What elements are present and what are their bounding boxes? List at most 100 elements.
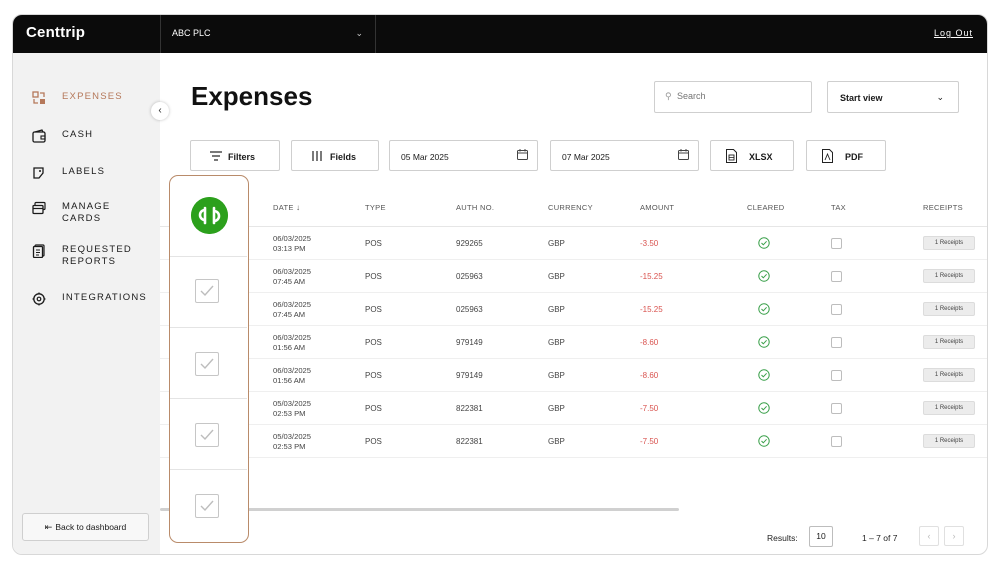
sidebar: EXPENSES CASH LABELS MANAGE — [13, 53, 160, 554]
row-amount: -15.25 — [640, 305, 663, 314]
cleared-check-icon — [758, 402, 770, 414]
row-currency: GBP — [548, 371, 565, 380]
start-view-label: Start view — [840, 93, 883, 103]
tax-checkbox[interactable] — [831, 403, 842, 414]
row-date-value: 06/03/2025 — [273, 300, 312, 309]
column-header-receipts[interactable]: RECEIPTS — [923, 203, 963, 212]
start-view-select[interactable]: Start view ⌄ — [827, 81, 959, 113]
sidebar-item-label: LABELS — [62, 166, 106, 177]
table-row[interactable]: 06/03/2025 03:13 PM POS 929265 GBP -3.50 1 Rec… — [160, 227, 987, 260]
row-date-value: 06/03/2025 — [273, 267, 312, 276]
table-row[interactable]: 06/03/2025 07:45 AM POS 025963 GBP -15.25 1 Re… — [160, 260, 987, 293]
tax-checkbox[interactable] — [831, 337, 842, 348]
column-header-date-label: DATE — [273, 203, 294, 212]
arrow-down-icon: ↓ — [296, 203, 301, 212]
tax-checkbox[interactable] — [831, 238, 842, 249]
back-to-dashboard-button[interactable]: ⇤ Back to dashboard — [22, 513, 149, 541]
table-row[interactable]: 06/03/2025 07:45 AM POS 025963 GBP -15.25 1 Re… — [160, 293, 987, 326]
tax-checkbox[interactable] — [831, 271, 842, 282]
column-header-auth[interactable]: AUTH NO. — [456, 203, 495, 212]
row-currency: GBP — [548, 338, 565, 347]
fields-button[interactable]: Fields — [291, 140, 379, 171]
quickbooks-sync-checkbox[interactable] — [195, 423, 219, 447]
company-selector[interactable]: ABC PLC ⌄ — [160, 15, 376, 53]
column-header-currency[interactable]: CURRENCY — [548, 203, 593, 212]
row-date: 06/03/2025 07:45 AM — [273, 300, 311, 319]
quickbooks-sync-checkbox[interactable] — [195, 279, 219, 303]
collapse-sidebar-button[interactable]: ‹ — [151, 102, 169, 120]
row-time-value: 03:13 PM — [273, 243, 306, 253]
quickbooks-sync-checkbox[interactable] — [195, 494, 219, 518]
sidebar-item-integrations[interactable]: INTEGRATIONS — [32, 292, 157, 306]
sidebar-item-manage-cards[interactable]: MANAGE CARDS — [32, 201, 157, 225]
sidebar-item-requested-reports[interactable]: REQUESTED REPORTS — [32, 244, 157, 268]
prev-page-button[interactable]: ‹ — [919, 526, 939, 546]
date-from-field[interactable]: 05 Mar 2025 — [389, 140, 538, 171]
cleared-check-icon — [758, 369, 770, 381]
row-date: 05/03/2025 02:53 PM — [273, 399, 311, 418]
export-xlsx-button[interactable]: XLSX — [710, 140, 794, 171]
column-header-amount[interactable]: AMOUNT — [640, 203, 675, 212]
receipts-badge[interactable]: 1 Receipts — [923, 236, 975, 250]
table-row[interactable]: 06/03/2025 01:56 AM POS 979149 GBP -8.60 1 Rec… — [160, 326, 987, 359]
row-date: 06/03/2025 03:13 PM — [273, 234, 311, 253]
chevron-left-icon: ‹ — [158, 105, 162, 116]
row-type: POS — [365, 272, 382, 281]
search-field[interactable]: ⚲ — [654, 81, 812, 113]
date-from-value: 05 Mar 2025 — [401, 152, 449, 162]
receipts-badge[interactable]: 1 Receipts — [923, 401, 975, 415]
row-amount: -3.50 — [640, 239, 659, 248]
sidebar-item-expenses[interactable]: EXPENSES — [32, 91, 157, 105]
row-date-value: 06/03/2025 — [273, 234, 312, 243]
report-icon — [32, 244, 45, 258]
column-header-type[interactable]: TYPE — [365, 203, 386, 212]
sidebar-item-cash[interactable]: CASH — [32, 129, 157, 143]
row-auth-no: 025963 — [456, 272, 483, 281]
receipts-badge[interactable]: 1 Receipts — [923, 269, 975, 283]
quickbooks-logo-icon — [191, 197, 228, 234]
row-auth-no: 979149 — [456, 371, 483, 380]
page-size-select[interactable]: 10 — [809, 526, 833, 547]
row-date: 06/03/2025 01:56 AM — [273, 333, 311, 352]
row-amount: -15.25 — [640, 272, 663, 281]
sidebar-item-label-line: CARDS — [62, 213, 102, 224]
horizontal-scrollbar[interactable] — [160, 508, 679, 511]
search-input[interactable] — [677, 91, 807, 101]
table-row[interactable]: 06/03/2025 01:56 AM POS 979149 GBP -8.60 1 Rec… — [160, 359, 987, 392]
receipts-badge[interactable]: 1 Receipts — [923, 434, 975, 448]
table-row[interactable]: 05/03/2025 02:53 PM POS 822381 GBP -7.50 1 Rec… — [160, 392, 987, 425]
export-pdf-button[interactable]: PDF — [806, 140, 886, 171]
column-header-cleared[interactable]: CLEARED — [747, 203, 785, 212]
table-row[interactable]: 05/03/2025 02:53 PM POS 822381 GBP -7.50 1 Rec… — [160, 425, 987, 458]
logout-link[interactable]: Log Out — [933, 28, 973, 38]
receipts-badge[interactable]: 1 Receipts — [923, 368, 975, 382]
check-icon — [200, 285, 214, 297]
receipts-badge[interactable]: 1 Receipts — [923, 335, 975, 349]
row-date-value: 06/03/2025 — [273, 333, 312, 342]
cleared-check-icon — [758, 303, 770, 315]
sidebar-item-labels[interactable]: LABELS — [32, 166, 157, 180]
tax-checkbox[interactable] — [831, 304, 842, 315]
label-icon — [33, 167, 44, 179]
column-header-date[interactable]: DATE ↓ — [273, 203, 300, 212]
calendar-icon — [678, 149, 689, 160]
column-header-tax[interactable]: TAX — [831, 203, 846, 212]
tax-checkbox[interactable] — [831, 370, 842, 381]
expenses-icon — [32, 91, 45, 104]
date-to-field[interactable]: 07 Mar 2025 — [550, 140, 699, 171]
row-date: 05/03/2025 02:53 PM — [273, 432, 311, 451]
next-page-button[interactable]: › — [944, 526, 964, 546]
filters-button[interactable]: Filters — [190, 140, 280, 171]
pdf-file-icon — [822, 149, 833, 163]
divider — [170, 469, 247, 470]
sidebar-item-label-line: REQUESTED — [62, 244, 132, 255]
receipts-badge[interactable]: 1 Receipts — [923, 302, 975, 316]
row-time-value: 02:53 PM — [273, 441, 306, 451]
back-to-dashboard-label: Back to dashboard — [55, 522, 127, 532]
row-auth-no: 979149 — [456, 338, 483, 347]
sidebar-item-label-line: REPORTS — [62, 256, 117, 267]
row-amount: -7.50 — [640, 437, 659, 446]
tax-checkbox[interactable] — [831, 436, 842, 447]
results-range: 1 – 7 of 7 — [862, 533, 898, 543]
quickbooks-sync-checkbox[interactable] — [195, 352, 219, 376]
